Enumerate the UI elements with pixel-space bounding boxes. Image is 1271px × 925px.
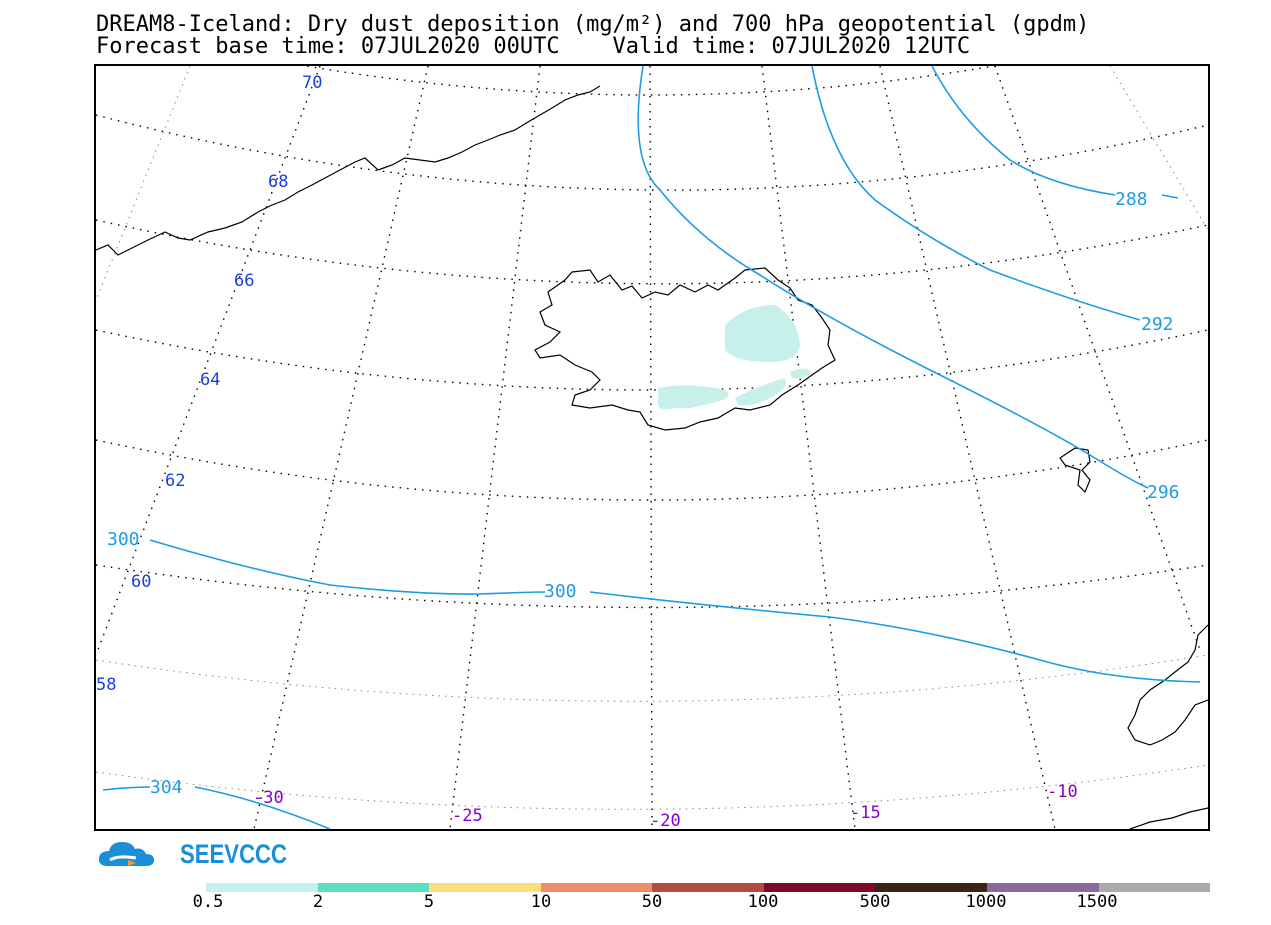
contour-292 bbox=[811, 66, 1141, 321]
legend-label-50: 50 bbox=[641, 892, 663, 912]
legend-swatch-7 bbox=[875, 883, 987, 892]
longitude-grid-light bbox=[96, 66, 1208, 301]
legend-label-2: 2 bbox=[312, 892, 324, 912]
lon-label-minus20: -20 bbox=[650, 811, 681, 831]
contour-label-300-middle: 300 bbox=[544, 581, 577, 602]
longitude-labels: -30 -25 -20 -15 -10 bbox=[253, 782, 1078, 831]
legend-label-10: 10 bbox=[530, 892, 552, 912]
contour-label-300-left: 300 bbox=[107, 529, 140, 550]
lat-label-66: 66 bbox=[234, 271, 254, 291]
dust-deposition-patches bbox=[657, 305, 812, 410]
coastlines bbox=[96, 85, 1208, 829]
lat-label-70: 70 bbox=[302, 73, 322, 93]
legend-label-1000: 1000 bbox=[965, 892, 1007, 912]
legend-label-500: 500 bbox=[859, 892, 891, 912]
geopotential-contours bbox=[102, 66, 1201, 829]
contour-304 bbox=[102, 786, 151, 791]
legend-swatch-5 bbox=[652, 883, 764, 892]
lat-label-58: 58 bbox=[96, 675, 116, 695]
legend-label-1500: 1500 bbox=[1076, 892, 1118, 912]
contour-label-296: 296 bbox=[1147, 482, 1180, 503]
contour-288 bbox=[931, 66, 1116, 196]
map-frame[interactable] bbox=[94, 64, 1210, 831]
cloud-logo-icon bbox=[98, 842, 154, 866]
contour-top bbox=[637, 66, 1149, 489]
lat-label-64: 64 bbox=[200, 370, 220, 390]
longitude-grid bbox=[96, 66, 1201, 829]
latitude-grid bbox=[96, 66, 1208, 609]
greenland-coast bbox=[96, 85, 601, 256]
latitude-labels: 70 68 66 64 62 60 58 bbox=[96, 73, 322, 695]
color-legend bbox=[206, 883, 1211, 892]
norway-coast-fragment bbox=[1129, 807, 1208, 829]
lon-label-minus25: -25 bbox=[452, 806, 483, 826]
contour-label-304: 304 bbox=[150, 777, 183, 798]
map-subtitle: Forecast base time: 07JUL2020 00UTC Vali… bbox=[96, 34, 971, 59]
legend-swatch-9 bbox=[1098, 883, 1211, 892]
brand-logo: SEEVCCC bbox=[96, 836, 311, 872]
lat-label-62: 62 bbox=[165, 471, 185, 491]
legend-swatch-1 bbox=[206, 883, 318, 892]
contour-label-292: 292 bbox=[1141, 314, 1174, 335]
legend-swatch-6 bbox=[763, 883, 876, 892]
contour-label-288: 288 bbox=[1115, 189, 1148, 210]
lon-label-minus30: -30 bbox=[253, 788, 284, 808]
legend-label-0.5: 0.5 bbox=[192, 892, 224, 912]
iceland-coast bbox=[534, 267, 836, 431]
lat-label-60: 60 bbox=[131, 572, 151, 592]
lon-label-minus10: -10 bbox=[1047, 782, 1078, 802]
lat-label-68: 68 bbox=[268, 172, 288, 192]
contour-300 bbox=[149, 539, 546, 595]
map-title: DREAM8-Iceland: Dry dust deposition (mg/… bbox=[96, 12, 1090, 37]
faroe-islands bbox=[1059, 447, 1091, 494]
legend-label-100: 100 bbox=[747, 892, 779, 912]
legend-label-5: 5 bbox=[423, 892, 435, 912]
lon-label-minus15: -15 bbox=[850, 803, 881, 823]
legend-swatch-8 bbox=[986, 883, 1099, 892]
legend-swatch-2 bbox=[317, 883, 430, 892]
contour-labels: 288 292 296 300 300 304 bbox=[107, 189, 1180, 798]
legend-swatch-4 bbox=[540, 883, 653, 892]
legend-swatch-3 bbox=[429, 883, 541, 892]
brand-name: SEEVCCC bbox=[180, 838, 288, 869]
scotland-coast bbox=[1127, 624, 1208, 746]
